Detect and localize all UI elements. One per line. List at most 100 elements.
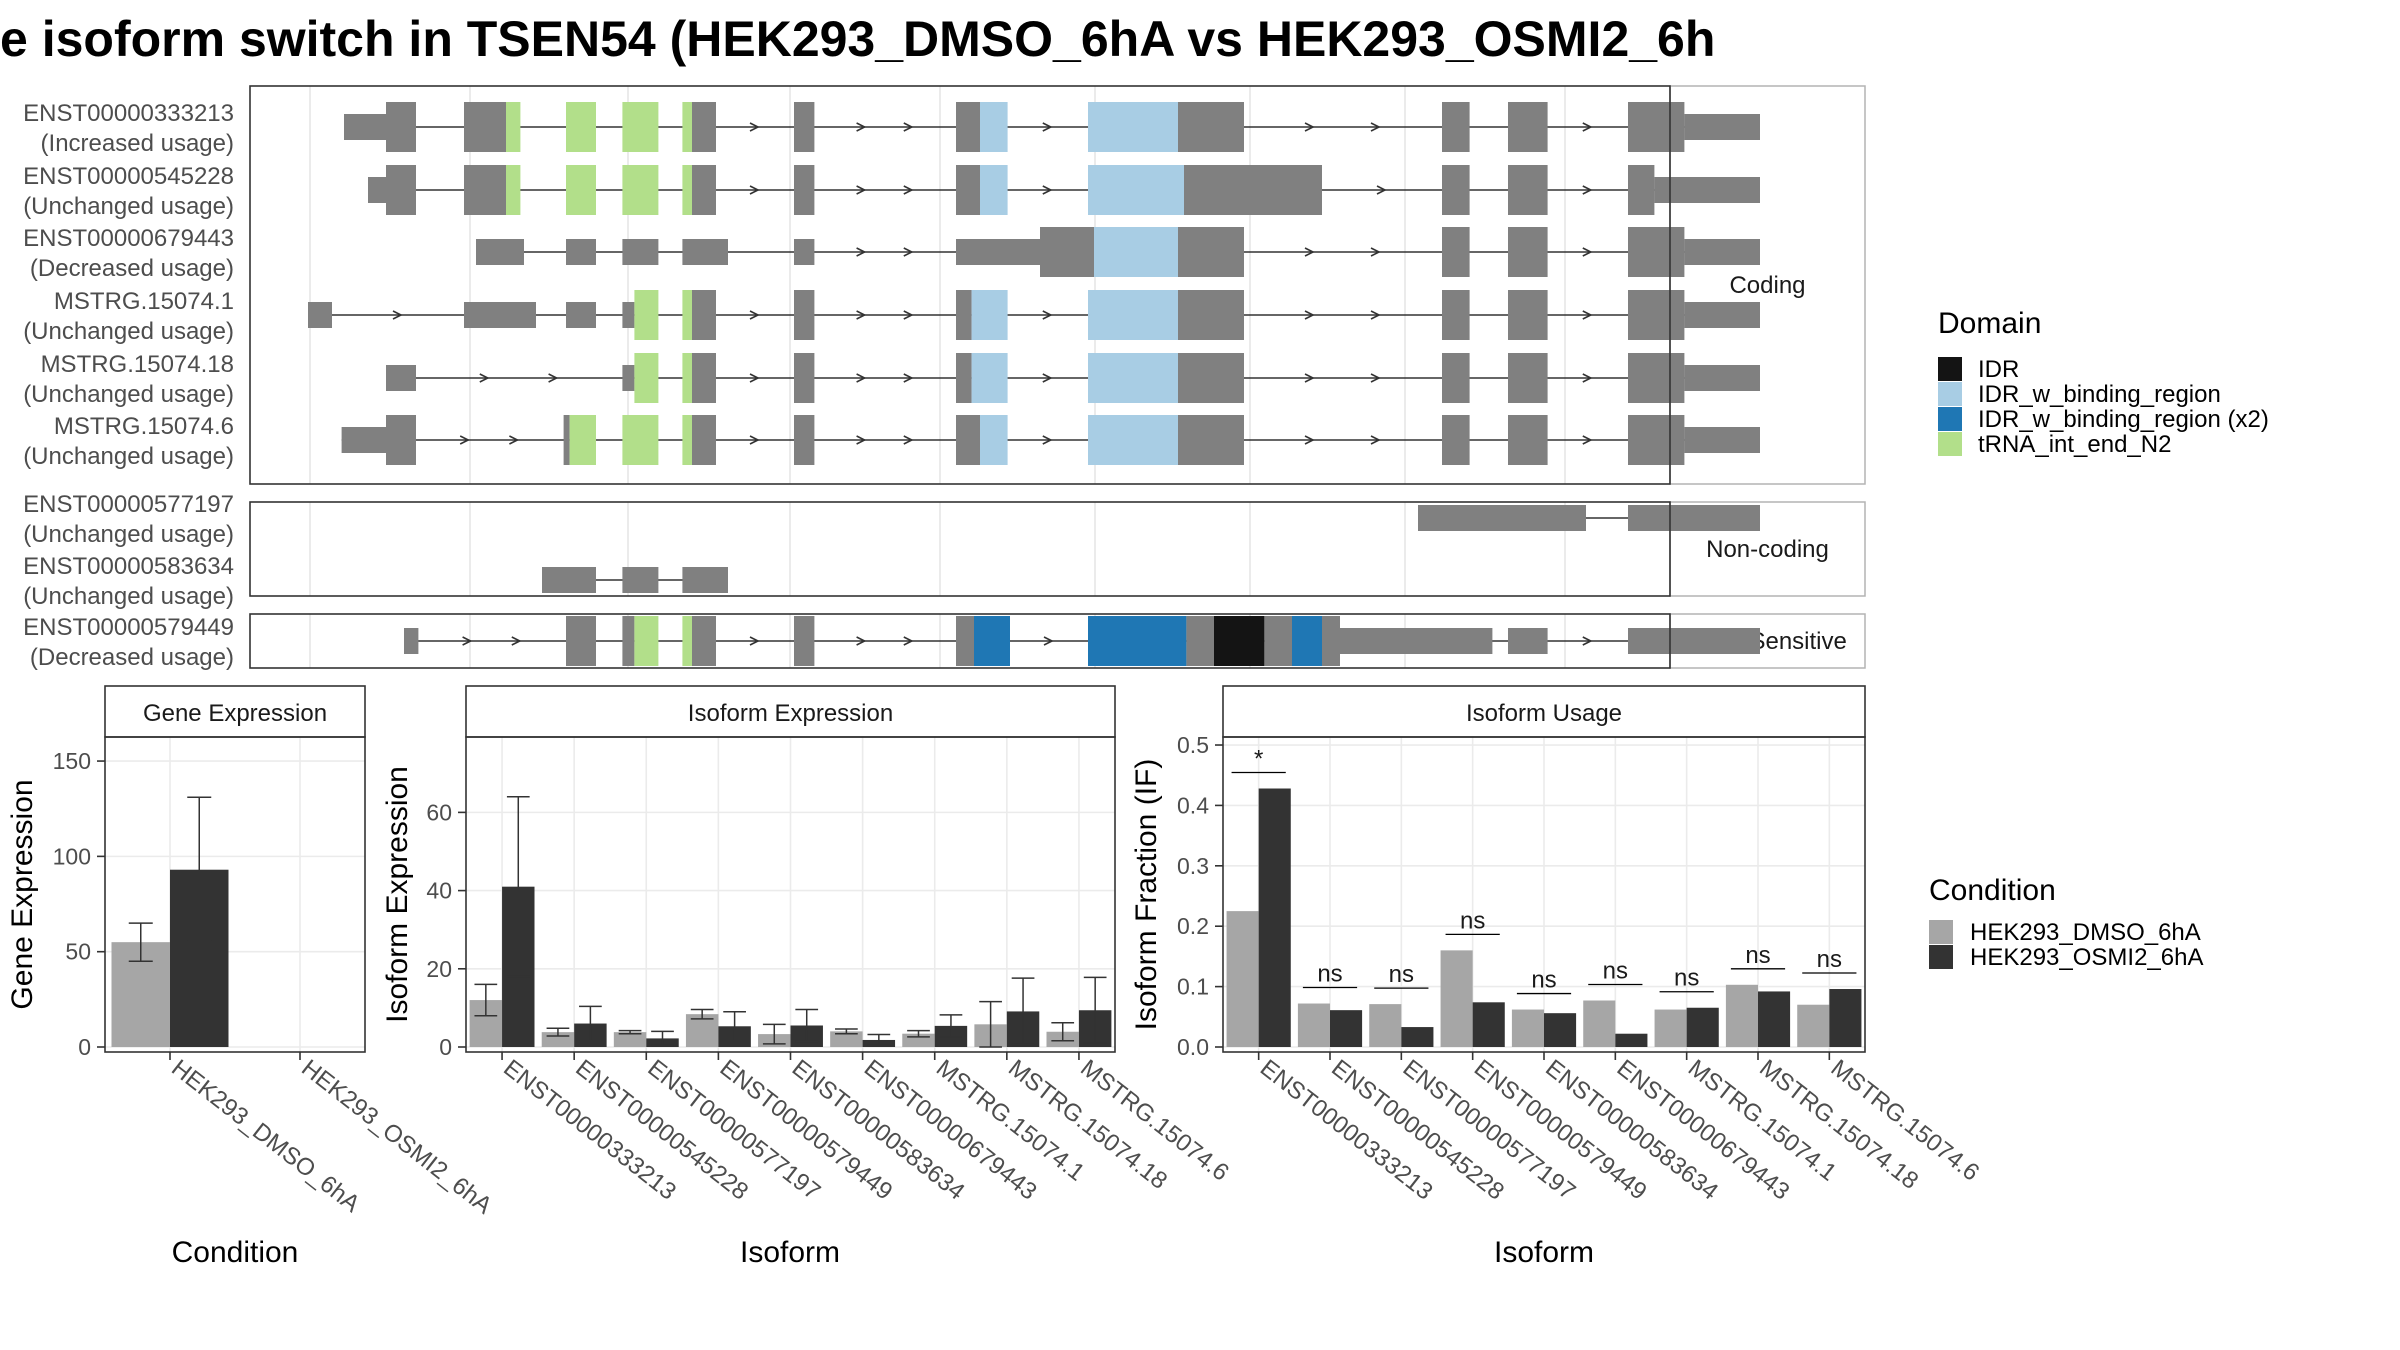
domain-legend-label: IDR_w_binding_region (x2) bbox=[1978, 406, 2269, 433]
domain-block bbox=[980, 415, 1008, 465]
utr-block bbox=[386, 365, 416, 391]
cds-block bbox=[794, 353, 815, 403]
domain-block bbox=[634, 353, 659, 403]
cds-block bbox=[956, 616, 974, 666]
chart-strip bbox=[104, 685, 366, 738]
y-tick-label: 0 bbox=[78, 1034, 91, 1060]
x-axis-title: Isoform bbox=[1494, 1236, 1594, 1269]
utr-block bbox=[566, 239, 596, 265]
transcript-usage: (Unchanged usage) bbox=[23, 583, 234, 610]
utr-block bbox=[1684, 302, 1760, 328]
cds-block bbox=[1264, 616, 1292, 666]
domain-block bbox=[682, 353, 692, 403]
strand-arrow bbox=[1304, 247, 1315, 257]
bar bbox=[1583, 1000, 1616, 1047]
bar bbox=[1544, 1013, 1577, 1047]
y-axis-title: Isoform Expression bbox=[381, 766, 414, 1023]
domain-legend-label: tRNA_int_end_N2 bbox=[1978, 431, 2171, 458]
cds-block bbox=[1322, 616, 1340, 666]
utr-block bbox=[1684, 427, 1760, 453]
strand-arrow bbox=[1042, 185, 1053, 195]
cds-block bbox=[794, 165, 815, 215]
cds-block bbox=[956, 290, 972, 340]
cds-block bbox=[692, 165, 716, 215]
significance-label: * bbox=[1254, 746, 1263, 773]
domain-block bbox=[1088, 415, 1178, 465]
strand-arrow bbox=[856, 122, 867, 132]
bar bbox=[1829, 989, 1862, 1047]
panel-border bbox=[249, 613, 1671, 669]
chart-panel: Isoform Usage * ns ns ns ns ns ns ns ns 0.0 0.1 0.2 0… bbox=[1130, 685, 1984, 1269]
strand-arrow bbox=[1042, 310, 1053, 320]
domain-block bbox=[569, 415, 596, 465]
panel-border bbox=[249, 501, 1671, 597]
transcript-row: ENST00000577197 (Unchanged usage) bbox=[23, 491, 1760, 548]
strip-label: Non-coding bbox=[1706, 536, 1829, 563]
domain-block bbox=[1088, 165, 1184, 215]
domain-legend-title: Domain bbox=[1938, 307, 2041, 340]
cds-block bbox=[794, 415, 815, 465]
utr-block bbox=[341, 427, 386, 453]
strip-box bbox=[1669, 85, 1866, 485]
bar bbox=[1258, 788, 1291, 1047]
cds-block bbox=[794, 102, 815, 152]
strand-arrow bbox=[749, 373, 760, 383]
transcript-row: ENST00000545228 (Unchanged usage) bbox=[23, 163, 1760, 220]
transcript-row: MSTRG.15074.1 (Unchanged usage) bbox=[23, 288, 1760, 345]
domain-block bbox=[622, 102, 659, 152]
domain-block bbox=[566, 165, 596, 215]
utr-block bbox=[1508, 628, 1548, 654]
transcript-id: ENST00000333213 bbox=[23, 100, 234, 127]
strand-arrow bbox=[903, 185, 914, 195]
cds-block bbox=[1508, 227, 1548, 277]
significance-label: ns bbox=[1389, 961, 1414, 988]
y-tick-label: 150 bbox=[53, 748, 91, 774]
transcript-row: ENST00000579449 (Decreased usage) bbox=[23, 614, 1760, 671]
y-tick-label: 0.2 bbox=[1177, 913, 1209, 939]
cds-block bbox=[692, 415, 716, 465]
domain-block bbox=[1094, 227, 1178, 277]
domain-block bbox=[1088, 102, 1178, 152]
domain-block bbox=[506, 102, 521, 152]
bar bbox=[1440, 950, 1473, 1047]
strand-arrow bbox=[1370, 247, 1381, 257]
utr-block bbox=[622, 365, 635, 391]
cds-block bbox=[1178, 227, 1244, 277]
transcript-id: ENST00000577197 bbox=[23, 491, 234, 518]
domain-block bbox=[682, 616, 692, 666]
chart-strip bbox=[465, 685, 1116, 738]
domain-legend-key bbox=[1938, 432, 1962, 456]
strand-arrow bbox=[1042, 435, 1053, 445]
utr-block bbox=[476, 239, 524, 265]
cds-block bbox=[1508, 290, 1548, 340]
cds-block bbox=[1508, 415, 1548, 465]
transcript-row: ENST00000679443 (Decreased usage) bbox=[23, 225, 1760, 282]
cds-block bbox=[622, 616, 635, 666]
domain-block bbox=[974, 616, 1010, 666]
domain-block bbox=[971, 290, 1008, 340]
transcript-id: MSTRG.15074.6 bbox=[54, 413, 234, 440]
utr-block bbox=[1628, 505, 1760, 531]
bar bbox=[1654, 1009, 1687, 1047]
y-tick-label: 50 bbox=[65, 939, 91, 965]
transcript-row: ENST00000333213 (Increased usage) bbox=[23, 100, 1760, 157]
cds-block bbox=[1628, 165, 1655, 215]
transcript-row: MSTRG.15074.18 (Unchanged usage) bbox=[23, 351, 1760, 408]
y-tick-label: 0.4 bbox=[1177, 792, 1209, 818]
domain-block bbox=[682, 102, 692, 152]
strand-arrow bbox=[749, 435, 760, 445]
bar bbox=[1401, 1027, 1434, 1047]
domain-block bbox=[634, 616, 659, 666]
strand-arrow bbox=[903, 373, 914, 383]
domain-block bbox=[682, 165, 692, 215]
cds-block bbox=[1508, 102, 1548, 152]
cds-block bbox=[1186, 616, 1214, 666]
bar bbox=[1758, 991, 1791, 1047]
utr-block bbox=[622, 302, 635, 328]
utr-block bbox=[682, 567, 728, 593]
figure-title: e isoform switch in TSEN54 (HEK293_DMSO_… bbox=[0, 11, 1715, 67]
bar bbox=[1615, 1033, 1648, 1047]
y-tick-label: 0.5 bbox=[1177, 732, 1209, 758]
cds-block bbox=[692, 616, 716, 666]
